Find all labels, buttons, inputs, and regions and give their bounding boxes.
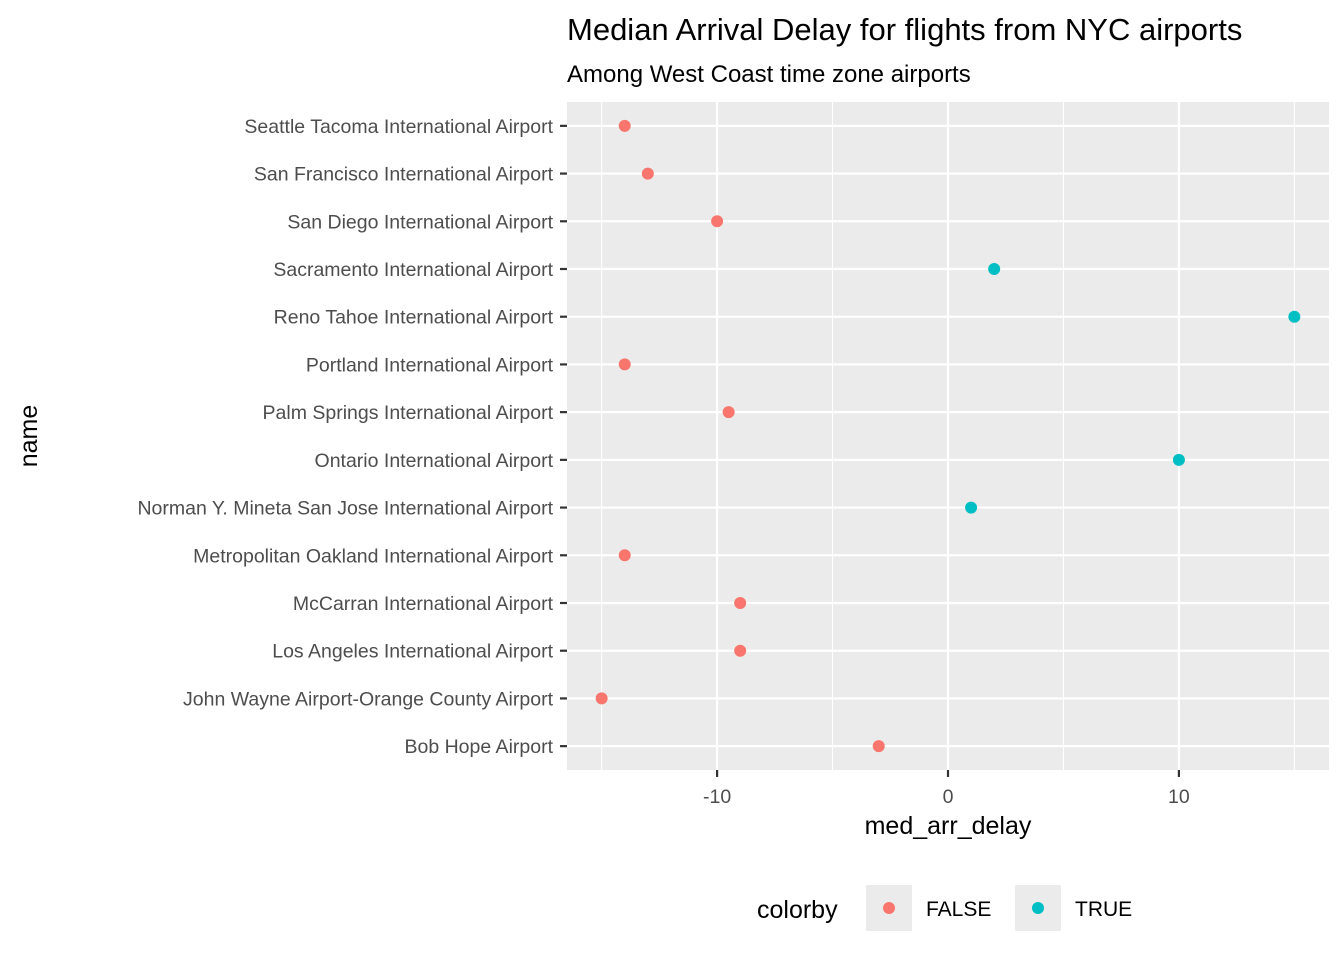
- y-axis: Bob Hope Airport John Wayne Airport-Orang…: [137, 116, 567, 758]
- x-axis-title: med_arr_delay: [865, 812, 1032, 840]
- y-tick-label: Ontario International Airport: [315, 450, 554, 472]
- y-tick-label: San Francisco International Airport: [254, 164, 554, 186]
- y-tick-label: Reno Tahoe International Airport: [274, 307, 554, 329]
- data-point: [965, 501, 978, 514]
- grid-minor: [601, 102, 1295, 770]
- y-axis-title: name: [15, 405, 43, 468]
- data-point: [1172, 453, 1185, 466]
- legend-label: FALSE: [926, 898, 991, 921]
- x-axis: -10 0 10: [703, 770, 1190, 808]
- y-tick-label: Sacramento International Airport: [273, 259, 553, 281]
- points-layer: [595, 119, 1301, 753]
- y-tick-label: Metropolitan Oakland International Airpo…: [193, 545, 553, 567]
- chart-title: Median Arrival Delay for flights from NY…: [567, 12, 1242, 47]
- data-point: [988, 263, 1001, 275]
- y-tick-label: Portland International Airport: [306, 354, 554, 376]
- data-point: [641, 167, 654, 180]
- legend-title: colorby: [757, 896, 838, 924]
- legend-key-point: [1032, 902, 1044, 914]
- data-point: [734, 644, 747, 657]
- y-tick-label: Los Angeles International Airport: [272, 641, 553, 663]
- y-tick-label: Bob Hope Airport: [404, 736, 553, 758]
- legend: colorby FALSE TRUE: [757, 885, 1132, 931]
- grid-major: [567, 102, 1329, 770]
- data-point: [872, 740, 885, 753]
- y-tick-label: John Wayne Airport-Orange County Airport: [183, 688, 554, 710]
- data-point: [618, 549, 631, 562]
- data-point: [595, 692, 608, 705]
- data-point: [734, 597, 747, 609]
- legend-label: TRUE: [1075, 898, 1132, 921]
- x-tick-label: -10: [703, 786, 731, 808]
- x-tick-label: 10: [1168, 786, 1190, 808]
- y-tick-label: McCarran International Airport: [293, 593, 554, 615]
- data-point: [1288, 310, 1301, 323]
- x-tick-label: 0: [943, 786, 954, 808]
- data-point: [711, 215, 724, 228]
- legend-entries: FALSE TRUE: [866, 885, 1132, 931]
- y-tick-label: Palm Springs International Airport: [263, 402, 554, 424]
- y-tick-label: Norman Y. Mineta San Jose International …: [137, 498, 553, 520]
- y-tick-label: San Diego International Airport: [287, 211, 553, 233]
- data-point: [618, 358, 631, 371]
- data-point: [722, 406, 735, 419]
- y-tick-label: Seattle Tacoma International Airport: [244, 116, 553, 138]
- chart-subtitle: Among West Coast time zone airports: [567, 61, 971, 88]
- legend-key-point: [883, 902, 895, 914]
- data-point: [618, 119, 631, 132]
